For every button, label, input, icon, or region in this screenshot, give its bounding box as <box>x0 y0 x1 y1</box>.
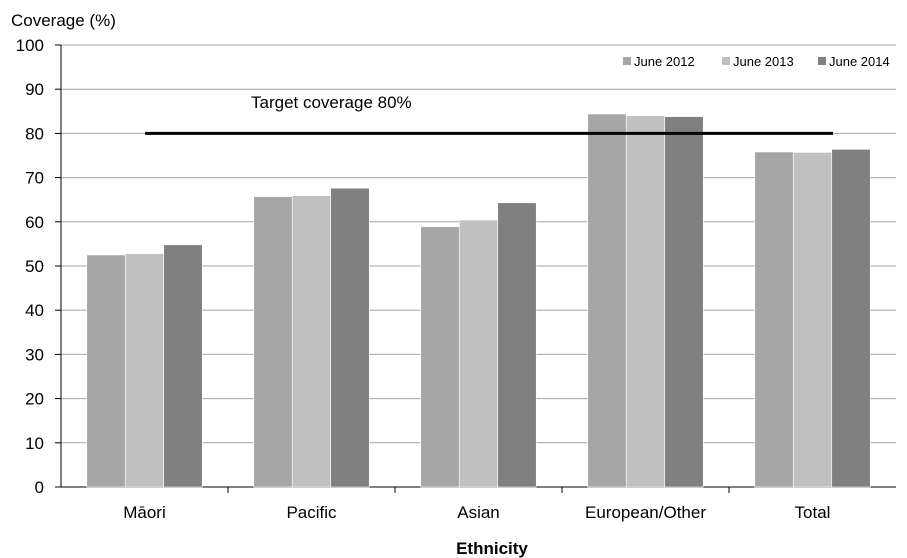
y-tick-label: 50 <box>25 257 44 276</box>
y-tick-label: 10 <box>25 434 44 453</box>
bar <box>831 149 871 488</box>
bar <box>163 244 203 488</box>
legend-label: June 2013 <box>733 54 794 69</box>
legend-swatch <box>818 57 826 65</box>
bar <box>664 116 704 488</box>
bar <box>792 152 833 488</box>
y-tick-label: 60 <box>25 213 44 232</box>
target-label: Target coverage 80% <box>251 93 412 112</box>
bar <box>754 151 794 488</box>
bar <box>291 195 332 488</box>
axes: 0 10 20 30 40 50 60 70 80 90 100 Māori Pacific Asian E… <box>16 36 896 522</box>
bar <box>330 187 370 488</box>
x-category-label: Total <box>795 503 831 522</box>
x-category-label: Māori <box>123 503 166 522</box>
legend-swatch <box>722 57 730 65</box>
y-tick-label: 30 <box>25 345 44 364</box>
x-category-label: European/Other <box>585 503 706 522</box>
x-axis-title: Ethnicity <box>456 539 528 558</box>
bar <box>497 202 537 488</box>
y-tick-label: 90 <box>25 80 44 99</box>
target-line-group: Target coverage 80% <box>145 93 833 135</box>
legend: June 2012 June 2013 June 2014 <box>623 54 890 69</box>
y-tick-label: 70 <box>25 169 44 188</box>
bar <box>420 226 460 488</box>
legend-swatch <box>623 57 631 65</box>
x-category-label: Pacific <box>286 503 337 522</box>
y-tick-label: 80 <box>25 124 44 143</box>
bar <box>587 113 627 488</box>
y-tick-label: 20 <box>25 390 44 409</box>
bar <box>253 196 293 488</box>
legend-label: June 2012 <box>634 54 695 69</box>
y-tick-label: 0 <box>35 478 44 497</box>
x-category-label: Asian <box>457 503 500 522</box>
legend-label: June 2014 <box>829 54 890 69</box>
bar <box>458 219 499 488</box>
bar <box>625 115 666 488</box>
bar <box>124 253 165 488</box>
y-tick-label: 100 <box>16 36 44 55</box>
y-tick-label: 40 <box>25 301 44 320</box>
y-axis-title: Coverage (%) <box>11 11 116 30</box>
bars <box>86 113 871 488</box>
bar <box>86 254 126 488</box>
